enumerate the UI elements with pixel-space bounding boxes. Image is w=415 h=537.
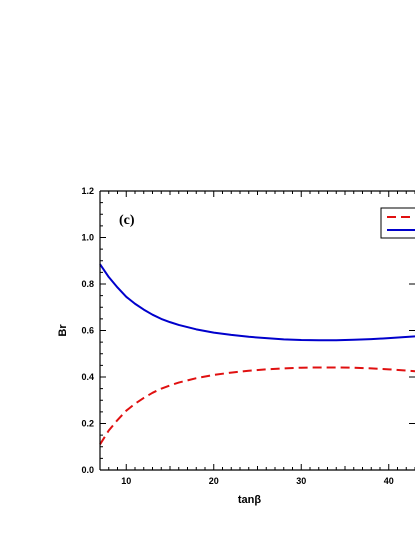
x-tick-label: 10 (121, 476, 131, 486)
ticks (99, 190, 415, 471)
y-tick-label: 1.2 (81, 186, 94, 196)
y-tick-label: 0.8 (81, 279, 94, 289)
x-tick-label: 30 (296, 476, 306, 486)
series-line-1 (99, 263, 415, 342)
legend-box (380, 207, 415, 239)
legend (380, 207, 415, 239)
y-tick-label: 0.4 (81, 372, 94, 382)
y-tick-label: 1.0 (81, 233, 94, 243)
y-tick-label: 0.6 (81, 326, 94, 336)
series (99, 263, 415, 445)
y-tick-label: 0.0 (81, 465, 94, 475)
tick-labels: 0.0 0.2 0.4 0.6 0.8 1.0 1.2 10 20 30 40 (81, 186, 393, 486)
panel-label: (c) (119, 213, 135, 228)
x-tick-label: 20 (209, 476, 219, 486)
series-line-2 (99, 366, 415, 445)
y-axis-title: Br (57, 324, 69, 337)
x-tick-label: 40 (384, 476, 394, 486)
y-tick-label: 0.2 (81, 419, 94, 429)
x-axis-title: tanβ (238, 494, 262, 506)
